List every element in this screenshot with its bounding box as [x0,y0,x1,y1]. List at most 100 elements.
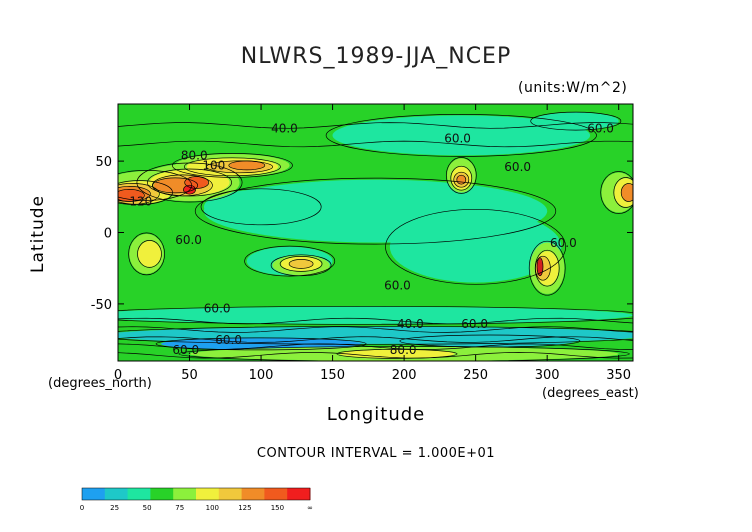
contour-label: 60.0 [215,333,242,347]
x-tick-label: 250 [463,368,488,383]
x-tick-label: 150 [320,368,345,383]
contour-line [288,259,314,269]
contour-label: 60.0 [587,122,614,136]
colorbar-swatch [104,488,129,500]
contour-line [183,184,196,195]
contour-line [535,255,551,281]
contour-label: 40.0 [271,122,298,136]
contour-line [613,177,633,208]
contour-line [147,168,232,197]
field-region [289,259,313,269]
y-axis-ticks: 50 0 -50 [91,155,633,313]
contour-line [228,160,266,171]
contour-label: 60.0 [384,279,411,293]
contour-line [244,245,336,277]
contour-line [600,171,633,214]
contour-label: 60.0 [172,343,199,357]
x-tick-label: 350 [606,368,631,383]
contour-interval-label: CONTOUR INTERVAL = 1.000E+01 [256,446,496,461]
contour-line [155,337,367,351]
colorbar-swatch [241,488,265,500]
colorbar-swatch [264,488,288,500]
y-tick-label: 50 [95,155,112,170]
colorbar-tick-label: 100 [206,504,219,512]
contour-line [528,240,566,296]
contour-label: 80.0 [390,343,417,357]
colorbar-frame [81,487,311,501]
colorbar-swatch [287,488,311,500]
contour-label: 60.0 [204,302,231,316]
field-region [138,241,161,267]
colorbar-tick-label: 75 [175,504,184,512]
x-tick-label: 0 [114,368,122,383]
contour-label: 60.0 [444,132,471,146]
chart-title: NLWRS_1989-JJA_NCEP [240,44,512,69]
field-region [118,306,633,324]
colorbar-tick-label: 25 [110,504,119,512]
contour-label: 60.0 [550,236,577,250]
contour-line [206,160,273,174]
heatmap-field [118,104,633,361]
contour-line [118,140,633,148]
contour-line [536,257,544,277]
contour-line [118,122,633,129]
field-region [229,161,264,170]
y-tick-label: -50 [91,298,112,313]
contour-label: 60.0 [175,233,202,247]
x-axis-ticks: 0 50 100 150 200 250 300 350 [114,104,631,383]
contour-line [152,177,199,194]
contour-line [336,349,458,359]
contour-line [118,352,633,359]
x-tick-label: 200 [392,368,417,383]
colorbar-swatch [82,488,106,500]
field-region [621,183,633,202]
colorbar-tick-label: 150 [271,504,284,512]
colorbar-tick-label: 0 [80,504,84,512]
field-region [332,115,591,156]
colorbar-swatch [127,488,151,500]
colorbar-tick-label: 125 [238,504,251,512]
colorbar: 0 25 50 75 100 125 150 ∞ [80,487,313,512]
contour-label: 60.0 [504,160,531,174]
contour-line [456,174,467,185]
y-tick-label: 0 [104,227,112,242]
contour-label: 60.0 [461,317,488,331]
contour-line [178,346,630,361]
x-tick-label: 300 [535,368,560,383]
field-region [203,189,319,224]
colorbar-tick-label: 50 [143,504,152,512]
field-region [389,211,562,283]
x-tick-label: 50 [181,368,198,383]
field-region [537,258,543,276]
contour-line [128,232,165,276]
contour-line [118,180,173,205]
contour-line [279,256,323,272]
contour-label: 40.0 [397,317,424,331]
contour-line [184,176,210,189]
contour-line [118,343,633,350]
contour-label: 80.0 [181,149,208,163]
contour-label: 100 [202,159,225,173]
contour-line [453,171,470,188]
colorbar-swatch [196,488,220,500]
contour-label: 120 [129,194,152,208]
contour-line [171,153,293,178]
contour-line [620,183,633,202]
contour-line [270,254,332,277]
contour-line [385,208,567,285]
contour-line [445,157,477,194]
contour-line [183,157,281,177]
contour-line [118,336,633,343]
contour-line [137,240,162,268]
colorbar-swatch [150,488,174,500]
contour-line [194,177,557,245]
contour-line [325,114,597,157]
colorbar-swatch [218,488,243,500]
contour-line [118,183,160,205]
x-tick-label: 100 [249,368,274,383]
contour-line [530,111,622,131]
contour-line [118,326,633,333]
contour-line [200,188,322,226]
contour-line [118,325,633,345]
